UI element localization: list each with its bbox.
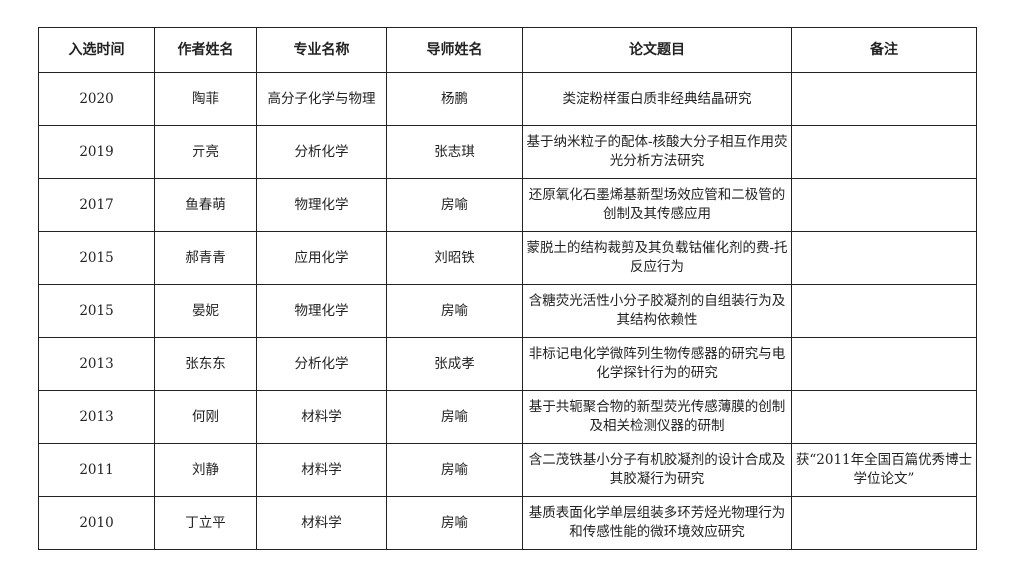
cell-major: 材料学 [256, 390, 387, 444]
cell-advisor: 张志琪 [386, 125, 523, 179]
cell-author: 陶菲 [154, 72, 257, 126]
cell-major: 物理化学 [256, 284, 387, 338]
cell-title: 非标记电化学微阵列生物传感器的研究与电化学探针行为的研究 [522, 337, 792, 391]
cell-advisor: 房喻 [386, 390, 523, 444]
table-row: 2020 陶菲 高分子化学与物理 杨鹏 类淀粉样蛋白质非经典结晶研究 [38, 72, 977, 126]
cell-year: 2019 [38, 125, 155, 179]
cell-title: 基于纳米粒子的配体-核酸大分子相互作用荧光分析方法研究 [522, 125, 792, 179]
header-major: 专业名称 [256, 27, 387, 73]
cell-note [791, 496, 977, 550]
header-year: 入选时间 [38, 27, 155, 73]
header-author: 作者姓名 [154, 27, 257, 73]
cell-author: 张东东 [154, 337, 257, 391]
cell-note [791, 390, 977, 444]
table-row: 2015 晏妮 物理化学 房喻 含糖荧光活性小分子胶凝剂的自组装行为及其结构依赖性 [38, 284, 977, 338]
cell-major: 分析化学 [256, 125, 387, 179]
cell-advisor: 张成孝 [386, 337, 523, 391]
header-row: 入选时间 作者姓名 专业名称 导师姓名 论文题目 备注 [38, 27, 977, 73]
cell-author: 亓亮 [154, 125, 257, 179]
cell-author: 郝青青 [154, 231, 257, 285]
table-row: 2019 亓亮 分析化学 张志琪 基于纳米粒子的配体-核酸大分子相互作用荧光分析方法研究 [38, 125, 977, 179]
table-row: 2017 鱼春萌 物理化学 房喻 还原氧化石墨烯基新型场效应管和二极管的创制及其传感应用 [38, 178, 977, 232]
cell-author: 丁立平 [154, 496, 257, 550]
cell-note [791, 72, 977, 126]
table-row: 2013 张东东 分析化学 张成孝 非标记电化学微阵列生物传感器的研究与电化学探针行为的… [38, 337, 977, 391]
cell-major: 材料学 [256, 443, 387, 497]
cell-author: 晏妮 [154, 284, 257, 338]
cell-major: 高分子化学与物理 [256, 72, 387, 126]
cell-major: 材料学 [256, 496, 387, 550]
cell-title: 基于共轭聚合物的新型荧光传感薄膜的创制及相关检测仪器的研制 [522, 390, 792, 444]
table-row: 2010 丁立平 材料学 房喻 基质表面化学单层组装多环芳烃光物理行为和传感性能的微环境… [38, 496, 977, 550]
cell-advisor: 刘昭铁 [386, 231, 523, 285]
header-title: 论文题目 [522, 27, 792, 73]
cell-year: 2013 [38, 390, 155, 444]
header-note: 备注 [791, 27, 977, 73]
cell-title: 含糖荧光活性小分子胶凝剂的自组装行为及其结构依赖性 [522, 284, 792, 338]
cell-author: 何刚 [154, 390, 257, 444]
cell-year: 2015 [38, 231, 155, 285]
cell-note [791, 231, 977, 285]
cell-title: 类淀粉样蛋白质非经典结晶研究 [522, 72, 792, 126]
cell-title: 蒙脱土的结构裁剪及其负载钴催化剂的费-托反应行为 [522, 231, 792, 285]
cell-note [791, 125, 977, 179]
cell-year: 2011 [38, 443, 155, 497]
table-row: 2011 刘静 材料学 房喻 含二茂铁基小分子有机胶凝剂的设计合成及其胶凝行为研究 获“2… [38, 443, 977, 497]
cell-year: 2010 [38, 496, 155, 550]
header-advisor: 导师姓名 [386, 27, 523, 73]
cell-title: 含二茂铁基小分子有机胶凝剂的设计合成及其胶凝行为研究 [522, 443, 792, 497]
cell-title: 基质表面化学单层组装多环芳烃光物理行为和传感性能的微环境效应研究 [522, 496, 792, 550]
cell-author: 鱼春萌 [154, 178, 257, 232]
cell-note: 获“2011年全国百篇优秀博士学位论文” [791, 443, 977, 497]
table-row: 2015 郝青青 应用化学 刘昭铁 蒙脱土的结构裁剪及其负载钴催化剂的费-托反应行为 [38, 231, 977, 285]
cell-advisor: 杨鹏 [386, 72, 523, 126]
table-row: 2013 何刚 材料学 房喻 基于共轭聚合物的新型荧光传感薄膜的创制及相关检测仪器的研制 [38, 390, 977, 444]
cell-advisor: 房喻 [386, 443, 523, 497]
thesis-table: 入选时间 作者姓名 专业名称 导师姓名 论文题目 备注 2020 陶菲 高分子化学与… [38, 27, 977, 550]
cell-author: 刘静 [154, 443, 257, 497]
cell-major: 分析化学 [256, 337, 387, 391]
cell-year: 2017 [38, 178, 155, 232]
cell-note [791, 284, 977, 338]
cell-note [791, 337, 977, 391]
cell-advisor: 房喻 [386, 496, 523, 550]
cell-advisor: 房喻 [386, 178, 523, 232]
cell-year: 2015 [38, 284, 155, 338]
cell-major: 物理化学 [256, 178, 387, 232]
cell-year: 2013 [38, 337, 155, 391]
cell-note [791, 178, 977, 232]
cell-title: 还原氧化石墨烯基新型场效应管和二极管的创制及其传感应用 [522, 178, 792, 232]
cell-year: 2020 [38, 72, 155, 126]
cell-major: 应用化学 [256, 231, 387, 285]
cell-advisor: 房喻 [386, 284, 523, 338]
